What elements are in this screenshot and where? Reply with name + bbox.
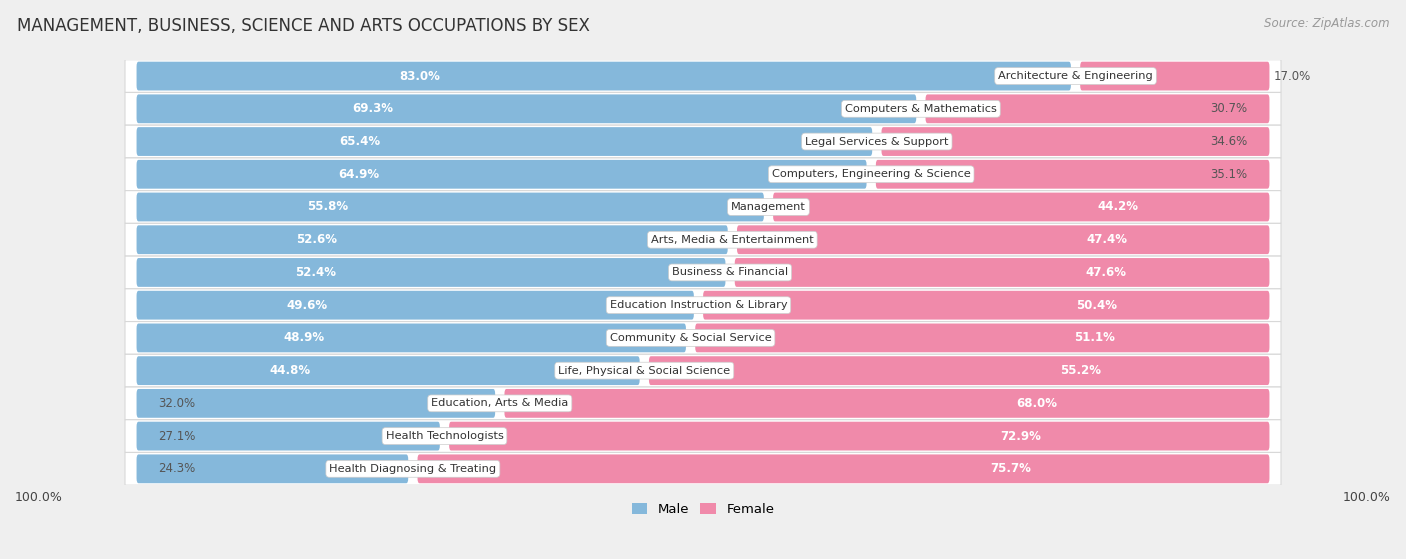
FancyBboxPatch shape xyxy=(125,60,1281,92)
Text: 47.6%: 47.6% xyxy=(1085,266,1126,279)
FancyBboxPatch shape xyxy=(136,127,872,156)
Text: 27.1%: 27.1% xyxy=(159,430,195,443)
Text: 50.4%: 50.4% xyxy=(1076,299,1118,312)
FancyBboxPatch shape xyxy=(136,193,763,221)
Text: 55.2%: 55.2% xyxy=(1060,364,1101,377)
FancyBboxPatch shape xyxy=(136,291,693,320)
FancyBboxPatch shape xyxy=(125,125,1281,158)
Text: Source: ZipAtlas.com: Source: ZipAtlas.com xyxy=(1264,17,1389,30)
FancyBboxPatch shape xyxy=(125,224,1281,256)
Text: 75.7%: 75.7% xyxy=(991,462,1032,475)
Text: 68.0%: 68.0% xyxy=(1017,397,1057,410)
FancyBboxPatch shape xyxy=(650,356,1270,385)
Text: 34.6%: 34.6% xyxy=(1211,135,1247,148)
FancyBboxPatch shape xyxy=(136,258,725,287)
FancyBboxPatch shape xyxy=(136,389,495,418)
Text: 55.8%: 55.8% xyxy=(307,201,349,214)
Text: Health Technologists: Health Technologists xyxy=(385,431,503,441)
Text: 83.0%: 83.0% xyxy=(399,69,440,83)
Text: Architecture & Engineering: Architecture & Engineering xyxy=(998,71,1153,81)
FancyBboxPatch shape xyxy=(773,193,1270,221)
FancyBboxPatch shape xyxy=(125,420,1281,452)
FancyBboxPatch shape xyxy=(125,354,1281,387)
Text: Legal Services & Support: Legal Services & Support xyxy=(806,136,949,146)
FancyBboxPatch shape xyxy=(136,61,1071,91)
Text: Health Diagnosing & Treating: Health Diagnosing & Treating xyxy=(329,464,496,474)
FancyBboxPatch shape xyxy=(125,452,1281,485)
FancyBboxPatch shape xyxy=(136,356,640,385)
Text: Education, Arts & Media: Education, Arts & Media xyxy=(432,399,568,409)
Text: Life, Physical & Social Science: Life, Physical & Social Science xyxy=(558,366,730,376)
Text: 17.0%: 17.0% xyxy=(1274,69,1312,83)
FancyBboxPatch shape xyxy=(876,160,1270,189)
Text: 24.3%: 24.3% xyxy=(159,462,195,475)
Text: 49.6%: 49.6% xyxy=(285,299,328,312)
Text: 52.4%: 52.4% xyxy=(295,266,336,279)
Text: 44.2%: 44.2% xyxy=(1097,201,1139,214)
FancyBboxPatch shape xyxy=(136,94,917,123)
FancyBboxPatch shape xyxy=(695,324,1270,352)
FancyBboxPatch shape xyxy=(136,225,728,254)
Text: 69.3%: 69.3% xyxy=(353,102,394,115)
FancyBboxPatch shape xyxy=(125,289,1281,321)
Text: 47.4%: 47.4% xyxy=(1087,233,1128,246)
Text: 65.4%: 65.4% xyxy=(339,135,381,148)
FancyBboxPatch shape xyxy=(125,256,1281,289)
Legend: Male, Female: Male, Female xyxy=(626,498,780,521)
Text: 72.9%: 72.9% xyxy=(1000,430,1040,443)
FancyBboxPatch shape xyxy=(125,191,1281,224)
FancyBboxPatch shape xyxy=(737,225,1270,254)
Text: 48.9%: 48.9% xyxy=(284,331,325,344)
FancyBboxPatch shape xyxy=(449,421,1270,451)
FancyBboxPatch shape xyxy=(125,387,1281,420)
Text: 35.1%: 35.1% xyxy=(1211,168,1247,181)
Text: Arts, Media & Entertainment: Arts, Media & Entertainment xyxy=(651,235,814,245)
FancyBboxPatch shape xyxy=(882,127,1270,156)
Text: 44.8%: 44.8% xyxy=(270,364,311,377)
FancyBboxPatch shape xyxy=(125,321,1281,354)
FancyBboxPatch shape xyxy=(735,258,1270,287)
Text: Education Instruction & Library: Education Instruction & Library xyxy=(610,300,787,310)
Text: 64.9%: 64.9% xyxy=(337,168,378,181)
Text: 30.7%: 30.7% xyxy=(1211,102,1247,115)
Text: 32.0%: 32.0% xyxy=(159,397,195,410)
FancyBboxPatch shape xyxy=(136,421,440,451)
Text: Community & Social Service: Community & Social Service xyxy=(610,333,772,343)
Text: Computers & Mathematics: Computers & Mathematics xyxy=(845,104,997,114)
FancyBboxPatch shape xyxy=(505,389,1270,418)
Text: 51.1%: 51.1% xyxy=(1074,331,1115,344)
FancyBboxPatch shape xyxy=(418,454,1270,483)
FancyBboxPatch shape xyxy=(925,94,1270,123)
Text: MANAGEMENT, BUSINESS, SCIENCE AND ARTS OCCUPATIONS BY SEX: MANAGEMENT, BUSINESS, SCIENCE AND ARTS O… xyxy=(17,17,589,35)
FancyBboxPatch shape xyxy=(125,158,1281,191)
Text: Business & Financial: Business & Financial xyxy=(672,267,789,277)
FancyBboxPatch shape xyxy=(703,291,1270,320)
FancyBboxPatch shape xyxy=(136,160,866,189)
FancyBboxPatch shape xyxy=(125,92,1281,125)
FancyBboxPatch shape xyxy=(1080,61,1270,91)
Text: Computers, Engineering & Science: Computers, Engineering & Science xyxy=(772,169,970,179)
Text: 52.6%: 52.6% xyxy=(297,233,337,246)
FancyBboxPatch shape xyxy=(136,324,686,352)
Text: Management: Management xyxy=(731,202,806,212)
FancyBboxPatch shape xyxy=(136,454,408,483)
